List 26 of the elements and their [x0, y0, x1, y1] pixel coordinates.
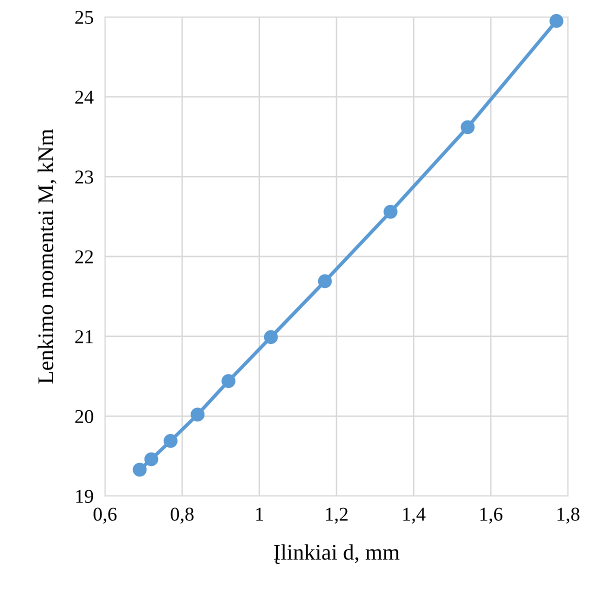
point — [264, 330, 278, 344]
point — [460, 120, 475, 134]
point — [222, 374, 236, 388]
point — [190, 408, 205, 422]
point — [384, 204, 398, 219]
point — [132, 462, 147, 477]
x-tick-label: 1,8 — [558, 508, 580, 524]
x-tick-label: 0,6 — [94, 508, 117, 524]
point — [164, 434, 178, 448]
x-axis-title: Įlinkiai d, mm — [274, 544, 400, 564]
point — [144, 452, 158, 466]
point — [318, 274, 332, 288]
y-tick-label: 22 — [75, 250, 93, 264]
y-axis-title: Lenkimo momentai M, kNm — [38, 129, 56, 384]
y-tick-label: 19 — [76, 490, 94, 503]
x-tick-label: 0,8 — [170, 508, 194, 524]
y-tick-label: 24 — [75, 90, 94, 104]
x-tick-label: 1,2 — [326, 508, 348, 524]
point — [549, 14, 564, 28]
x-tick-label: 1 — [256, 508, 264, 521]
y-tick-label: 20 — [75, 410, 94, 424]
y-tick-label: 25 — [75, 10, 94, 24]
y-tick-label: 23 — [75, 170, 94, 184]
x-tick-label: 1,6 — [480, 508, 502, 524]
y-tick-label: 21 — [75, 330, 93, 344]
x-tick-label: 1,4 — [403, 508, 426, 524]
